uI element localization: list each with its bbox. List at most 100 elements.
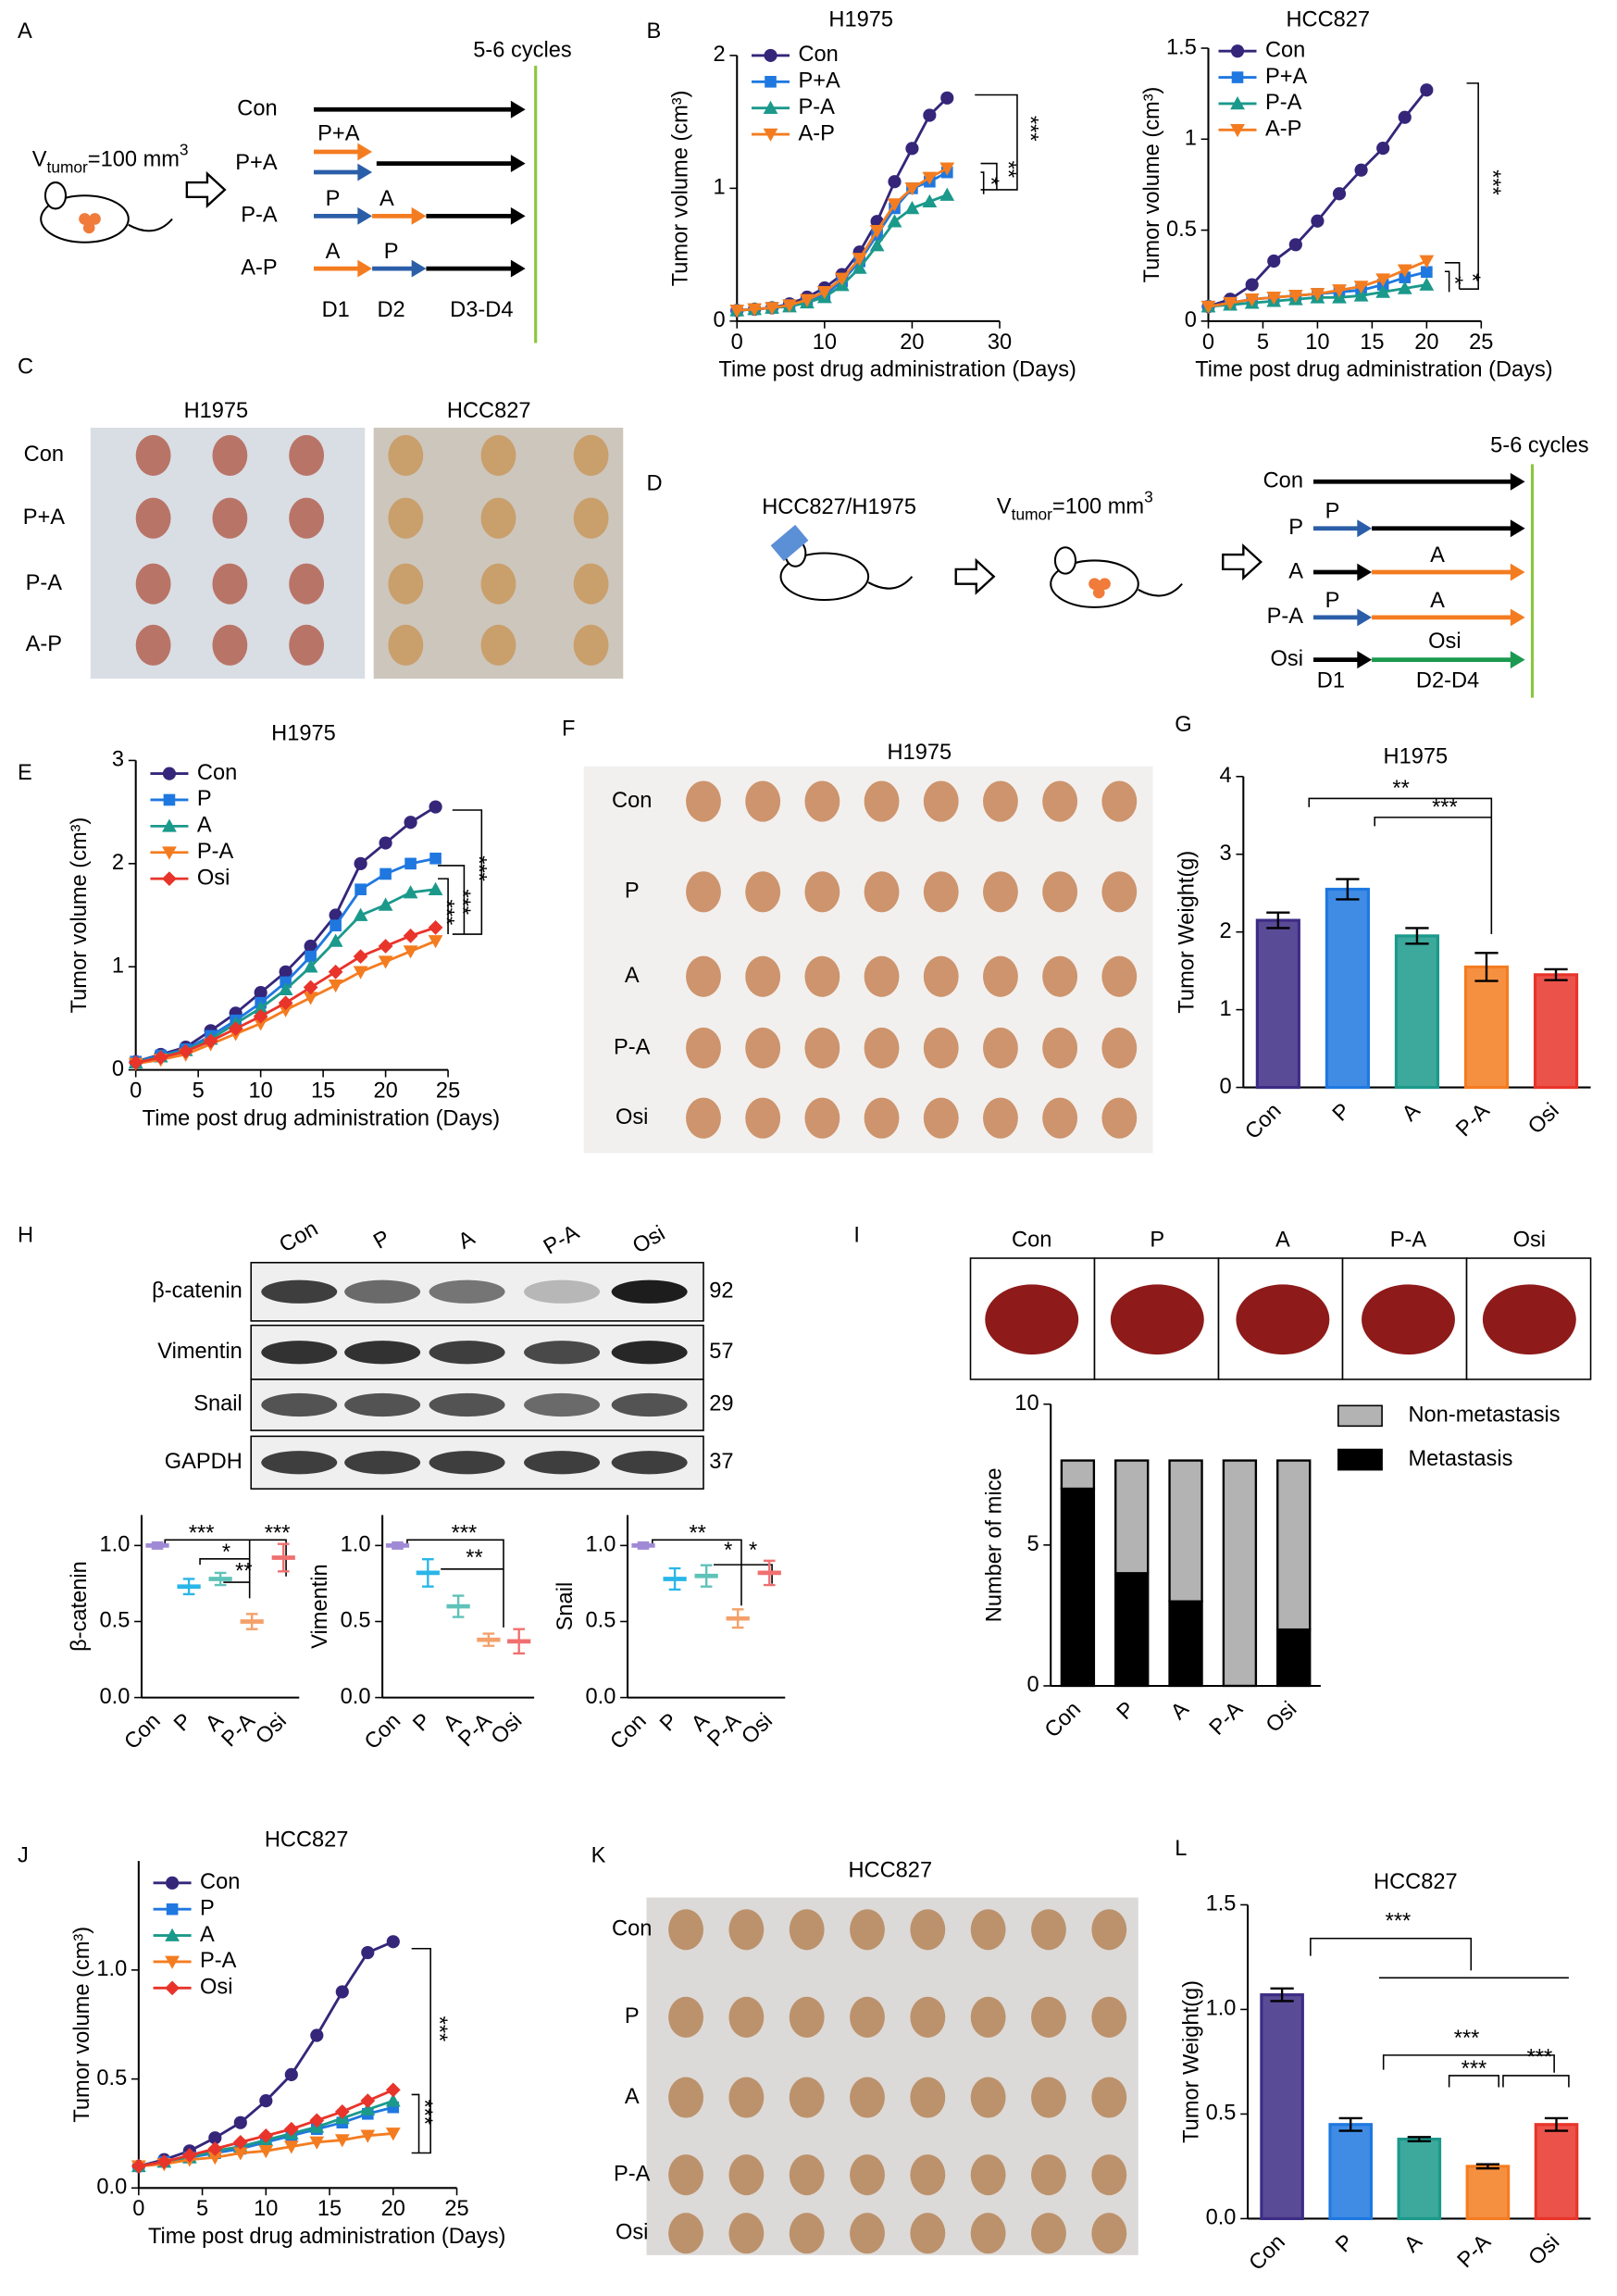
y-tick-label: 0.5 bbox=[1166, 218, 1197, 242]
x-tick-label: 20 bbox=[900, 331, 924, 355]
y-tick-label: 2 bbox=[1220, 919, 1232, 943]
marker bbox=[386, 1935, 400, 1949]
tumor bbox=[1031, 2154, 1066, 2196]
marker bbox=[328, 933, 343, 947]
mouse-tail bbox=[128, 218, 173, 232]
marker bbox=[360, 2129, 376, 2143]
row-label: P bbox=[1288, 516, 1303, 540]
row-label: P-A bbox=[614, 2162, 651, 2186]
arrow-head bbox=[510, 206, 526, 225]
row-label: Con bbox=[24, 443, 64, 467]
legend-label: A-P bbox=[1265, 118, 1301, 142]
y-tick-label: 0.5 bbox=[586, 1609, 616, 1633]
marker bbox=[782, 299, 797, 313]
x-tick-label: Osi bbox=[1262, 1697, 1301, 1737]
marker bbox=[385, 2128, 401, 2141]
marker bbox=[181, 2148, 197, 2163]
marker bbox=[887, 198, 902, 212]
bracket bbox=[980, 171, 985, 194]
tumor bbox=[804, 1027, 840, 1069]
mouse-tail bbox=[1138, 582, 1183, 597]
error-bar bbox=[763, 1559, 776, 1587]
arrow-head bbox=[357, 206, 373, 225]
error-bar bbox=[513, 1628, 526, 1655]
panel-letter: F bbox=[562, 718, 575, 742]
tumor bbox=[1042, 871, 1078, 913]
error-bar bbox=[214, 1571, 227, 1587]
row-label: A bbox=[1288, 559, 1303, 583]
chart-title: H1975 bbox=[828, 7, 893, 31]
marker bbox=[747, 303, 763, 317]
arrow-label: P bbox=[326, 187, 341, 211]
marker bbox=[1375, 284, 1391, 298]
legend-swatch bbox=[1337, 1448, 1383, 1471]
tumor bbox=[728, 2213, 765, 2254]
tumor bbox=[728, 1909, 765, 1951]
annotation: *** bbox=[452, 1521, 478, 1545]
x-tick-label: Con bbox=[606, 1709, 652, 1754]
arrow-head bbox=[411, 259, 427, 278]
v-sup: 3 bbox=[1144, 487, 1153, 505]
liver bbox=[985, 1284, 1079, 1355]
error-bar bbox=[1405, 927, 1429, 945]
x-tick-label: A bbox=[1399, 2230, 1427, 2258]
tumor bbox=[745, 1027, 781, 1069]
band bbox=[261, 1279, 338, 1304]
tumor bbox=[1031, 1996, 1066, 2038]
bar-segment bbox=[1114, 1572, 1150, 1688]
day-label: D1 bbox=[322, 298, 350, 322]
tumor bbox=[289, 624, 325, 666]
legend-label: P bbox=[197, 787, 212, 811]
legend-label: Con bbox=[200, 1870, 240, 1894]
band bbox=[344, 1341, 421, 1365]
label: HCC827/H1975 bbox=[762, 495, 916, 519]
marker bbox=[283, 2121, 299, 2137]
legend-marker bbox=[1230, 96, 1245, 110]
chart-title: HCC827 bbox=[1374, 1870, 1458, 1894]
legend-marker bbox=[763, 100, 778, 114]
bracket bbox=[980, 162, 998, 190]
bar bbox=[1533, 973, 1579, 1090]
bar-segment bbox=[1060, 1487, 1096, 1688]
legend-label: P+A bbox=[1265, 65, 1308, 89]
tumor bbox=[135, 563, 171, 605]
bracket bbox=[452, 809, 483, 935]
marker bbox=[869, 224, 885, 239]
tumor bbox=[1031, 2213, 1066, 2254]
x-tick-label: 25 bbox=[436, 1079, 460, 1104]
bar-segment bbox=[1222, 1459, 1258, 1688]
liver bbox=[1236, 1284, 1330, 1355]
marker bbox=[278, 995, 293, 1011]
y-tick-label: 1.5 bbox=[1206, 1892, 1237, 1916]
tumor bbox=[135, 497, 171, 539]
annotation: *** bbox=[450, 890, 474, 916]
tumor bbox=[910, 2213, 946, 2254]
tumor bbox=[1031, 2077, 1066, 2118]
tumor bbox=[970, 1909, 1006, 1951]
bar-segment bbox=[1114, 1459, 1150, 1575]
arrow-head bbox=[1510, 608, 1525, 627]
tumor bbox=[668, 1996, 703, 2038]
error-bar bbox=[668, 1566, 681, 1591]
annotation: *** bbox=[1480, 169, 1504, 195]
panel-letter: L bbox=[1175, 1837, 1187, 1861]
y-tick-label: 0 bbox=[1026, 1673, 1039, 1697]
arrow-label: P bbox=[1325, 589, 1340, 613]
marker bbox=[834, 272, 850, 286]
tumor-volume: Vtumor=100 mm3 bbox=[997, 487, 1153, 523]
y-tick-label: 1 bbox=[713, 176, 725, 200]
annotation: ** bbox=[1392, 777, 1409, 801]
marker bbox=[428, 881, 443, 895]
annotation: *** bbox=[1386, 1910, 1412, 1934]
annotation: *** bbox=[1432, 796, 1458, 820]
y-tick-label: 0.0 bbox=[586, 1685, 616, 1709]
y-axis-label: Tumor volume (cm³) bbox=[669, 90, 693, 286]
bracket bbox=[1502, 2075, 1570, 2088]
bracket bbox=[652, 1539, 742, 1606]
x-tick-label: P bbox=[1328, 1099, 1356, 1127]
annotation: * bbox=[749, 1539, 757, 1563]
tumor bbox=[745, 955, 781, 997]
legend-label: Con bbox=[197, 761, 237, 785]
marker bbox=[328, 979, 343, 993]
